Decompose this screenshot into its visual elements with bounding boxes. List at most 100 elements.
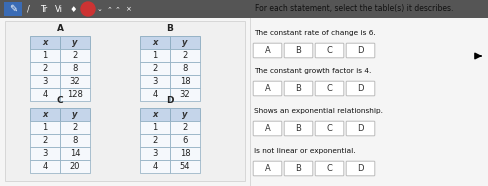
- Text: D: D: [357, 164, 363, 173]
- Text: 2: 2: [152, 136, 157, 145]
- Text: 4: 4: [42, 90, 47, 99]
- Bar: [60, 160, 90, 173]
- FancyBboxPatch shape: [346, 81, 374, 96]
- Bar: [30, 88, 60, 101]
- Bar: [140, 134, 170, 147]
- Bar: [170, 62, 200, 75]
- Text: ×: ×: [125, 6, 131, 12]
- Text: Shows an exponential relationship.: Shows an exponential relationship.: [253, 108, 382, 114]
- Text: 14: 14: [70, 149, 80, 158]
- Bar: [5, 21, 244, 181]
- FancyBboxPatch shape: [284, 81, 312, 96]
- Text: 3: 3: [152, 77, 157, 86]
- Text: 1: 1: [42, 123, 47, 132]
- FancyBboxPatch shape: [253, 161, 281, 176]
- Text: 1: 1: [152, 51, 157, 60]
- Bar: [60, 147, 90, 160]
- FancyBboxPatch shape: [315, 81, 343, 96]
- Text: 4: 4: [42, 162, 47, 171]
- Text: ⌃: ⌃: [115, 6, 121, 12]
- Text: /: /: [26, 4, 29, 14]
- Bar: [140, 160, 170, 173]
- Text: 18: 18: [179, 77, 190, 86]
- Text: C: C: [57, 96, 63, 105]
- Text: 2: 2: [152, 64, 157, 73]
- Bar: [170, 75, 200, 88]
- Text: 8: 8: [182, 64, 187, 73]
- Text: 2: 2: [72, 123, 78, 132]
- Bar: [140, 75, 170, 88]
- Bar: [30, 75, 60, 88]
- Bar: [170, 160, 200, 173]
- Text: D: D: [357, 84, 363, 93]
- Text: y: y: [182, 110, 187, 119]
- Text: For each statement, select the table(s) it describes.: For each statement, select the table(s) …: [254, 4, 452, 14]
- Text: A: A: [264, 46, 270, 55]
- Text: ♦: ♦: [69, 4, 77, 14]
- Bar: [30, 121, 60, 134]
- FancyBboxPatch shape: [346, 121, 374, 136]
- Text: 2: 2: [182, 51, 187, 60]
- Bar: [60, 62, 90, 75]
- Text: 128: 128: [67, 90, 83, 99]
- FancyBboxPatch shape: [253, 81, 281, 96]
- Text: A: A: [264, 84, 270, 93]
- Bar: [60, 88, 90, 101]
- Text: Vi: Vi: [55, 4, 63, 14]
- Bar: [0, 0, 488, 18]
- Text: y: y: [72, 110, 78, 119]
- Text: 6: 6: [182, 136, 187, 145]
- Text: 2: 2: [42, 136, 47, 145]
- Text: x: x: [42, 110, 48, 119]
- FancyBboxPatch shape: [253, 121, 281, 136]
- Bar: [60, 49, 90, 62]
- FancyBboxPatch shape: [315, 161, 343, 176]
- Bar: [60, 75, 90, 88]
- Text: 3: 3: [42, 149, 48, 158]
- Text: The constant growth factor is 4.: The constant growth factor is 4.: [253, 68, 370, 74]
- Bar: [140, 108, 170, 121]
- Bar: [170, 121, 200, 134]
- Bar: [60, 121, 90, 134]
- Text: Is not linear or exponential.: Is not linear or exponential.: [253, 148, 355, 154]
- Text: D: D: [357, 124, 363, 133]
- Circle shape: [81, 2, 95, 16]
- Bar: [170, 134, 200, 147]
- Text: 3: 3: [42, 77, 48, 86]
- Bar: [140, 121, 170, 134]
- Text: y: y: [72, 38, 78, 47]
- Bar: [30, 49, 60, 62]
- Text: x: x: [152, 110, 157, 119]
- Bar: [30, 147, 60, 160]
- Bar: [30, 108, 60, 121]
- Text: A: A: [57, 24, 63, 33]
- Bar: [140, 62, 170, 75]
- FancyBboxPatch shape: [315, 121, 343, 136]
- FancyBboxPatch shape: [346, 161, 374, 176]
- FancyBboxPatch shape: [253, 43, 281, 58]
- Bar: [60, 36, 90, 49]
- Bar: [60, 134, 90, 147]
- Bar: [140, 88, 170, 101]
- Text: 8: 8: [72, 136, 78, 145]
- Text: 2: 2: [72, 51, 78, 60]
- Bar: [140, 147, 170, 160]
- Text: B: B: [166, 24, 173, 33]
- FancyBboxPatch shape: [346, 43, 374, 58]
- Text: 54: 54: [180, 162, 190, 171]
- Text: 1: 1: [152, 123, 157, 132]
- Text: B: B: [295, 46, 301, 55]
- Bar: [140, 36, 170, 49]
- Text: The constant rate of change is 6.: The constant rate of change is 6.: [253, 30, 375, 36]
- FancyBboxPatch shape: [284, 121, 312, 136]
- Bar: [30, 36, 60, 49]
- Text: 32: 32: [70, 77, 80, 86]
- Text: 4: 4: [152, 90, 157, 99]
- Bar: [140, 49, 170, 62]
- Bar: [170, 88, 200, 101]
- Bar: [4, 2, 22, 16]
- Text: A: A: [264, 164, 270, 173]
- Bar: [170, 49, 200, 62]
- Text: ✎: ✎: [9, 4, 17, 14]
- Bar: [170, 36, 200, 49]
